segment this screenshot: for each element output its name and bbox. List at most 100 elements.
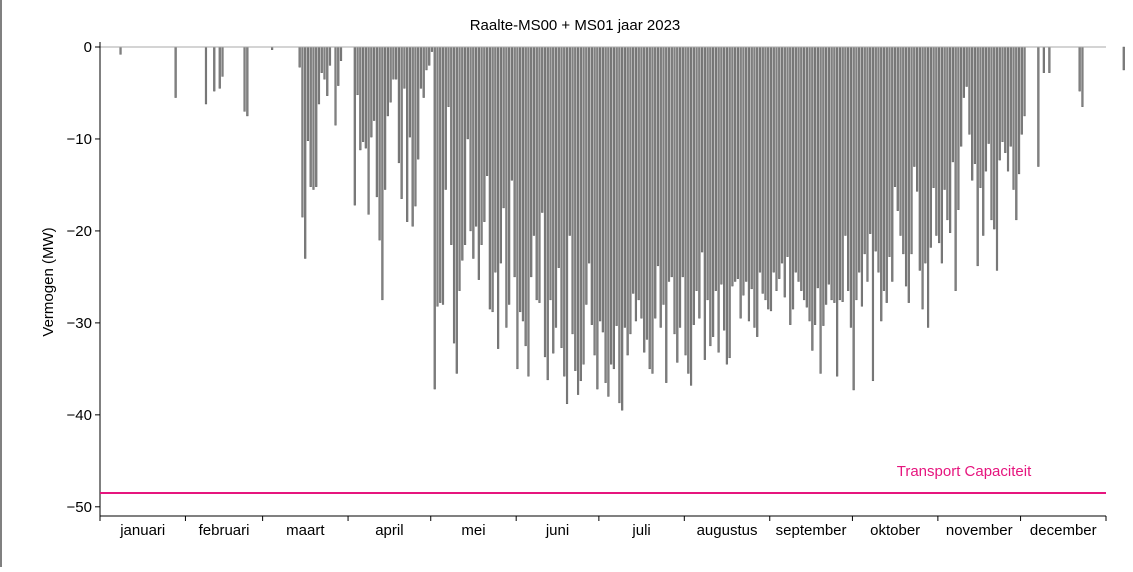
bar-day-265 bbox=[827, 46, 830, 285]
bar-day-280 bbox=[869, 46, 872, 234]
bar-day-223 bbox=[712, 46, 715, 337]
bar-day-202 bbox=[654, 46, 657, 319]
bar-day-184 bbox=[604, 46, 607, 383]
bar-day-117 bbox=[419, 46, 423, 89]
bar-day-45 bbox=[221, 46, 224, 77]
bar-day-77 bbox=[309, 46, 312, 187]
x-tick-label-augustus: augustus bbox=[697, 522, 758, 539]
bar-day-228 bbox=[725, 46, 728, 365]
bar-day-331 bbox=[1009, 46, 1012, 147]
bar-day-194 bbox=[632, 46, 635, 294]
bar-day-357 bbox=[1081, 46, 1084, 107]
bar-day-216 bbox=[692, 46, 695, 325]
bar-day-299 bbox=[921, 46, 924, 310]
bar-day-133 bbox=[463, 46, 467, 245]
bar-day-134 bbox=[466, 46, 469, 140]
bar-day-343 bbox=[1042, 46, 1045, 73]
bar-day-322 bbox=[984, 46, 988, 172]
bar-day-312 bbox=[957, 46, 960, 210]
bar-day-317 bbox=[971, 46, 974, 181]
bar-day-140 bbox=[483, 46, 486, 222]
bar-group bbox=[119, 46, 1125, 411]
bar-day-44 bbox=[218, 46, 221, 89]
bar-day-173 bbox=[574, 46, 577, 371]
bar-day-105 bbox=[386, 46, 389, 117]
bar-day-218 bbox=[698, 46, 701, 319]
bar-day-278 bbox=[863, 46, 866, 255]
bar-day-231 bbox=[734, 46, 737, 282]
bar-day-309 bbox=[949, 46, 952, 233]
bar-day-162 bbox=[543, 46, 547, 358]
bar-day-86 bbox=[334, 46, 337, 126]
bar-day-174 bbox=[576, 46, 580, 395]
bar-day-205 bbox=[662, 46, 665, 305]
bar-day-254 bbox=[797, 46, 800, 282]
bar-day-275 bbox=[855, 46, 858, 301]
bar-day-220 bbox=[703, 46, 706, 360]
bar-day-151 bbox=[513, 46, 516, 278]
bar-day-225 bbox=[717, 46, 720, 353]
bar-day-221 bbox=[706, 46, 709, 301]
bar-day-244 bbox=[769, 46, 773, 312]
bar-day-197 bbox=[640, 46, 643, 319]
bar-day-311 bbox=[954, 46, 957, 291]
bar-day-208 bbox=[670, 46, 673, 278]
bar-day-139 bbox=[480, 46, 483, 245]
bar-day-271 bbox=[844, 46, 847, 236]
bar-day-303 bbox=[932, 46, 935, 188]
bar-day-304 bbox=[935, 46, 938, 236]
bar-day-144 bbox=[494, 46, 497, 273]
bar-day-201 bbox=[651, 46, 654, 374]
bar-day-180 bbox=[593, 46, 596, 356]
bar-day-323 bbox=[987, 46, 990, 144]
bar-day-154 bbox=[521, 46, 525, 322]
bar-day-292 bbox=[902, 46, 905, 255]
bar-day-83 bbox=[326, 46, 329, 96]
bar-day-310 bbox=[951, 46, 954, 163]
bar-day-212 bbox=[681, 46, 684, 278]
bar-day-114 bbox=[411, 46, 414, 227]
x-tick-label-januari: januari bbox=[119, 522, 165, 539]
bar-day-167 bbox=[557, 46, 560, 268]
bar-day-186 bbox=[610, 46, 613, 365]
x-tick-label-oktober: oktober bbox=[870, 522, 920, 539]
bar-day-325 bbox=[993, 46, 996, 230]
bar-day-272 bbox=[847, 46, 850, 291]
bar-day-100 bbox=[373, 46, 376, 121]
bar-day-113 bbox=[408, 46, 411, 138]
bar-day-372 bbox=[1122, 46, 1125, 71]
bar-day-142 bbox=[488, 46, 491, 310]
bar-day-94 bbox=[356, 46, 359, 96]
bar-day-288 bbox=[891, 46, 894, 282]
bar-day-214 bbox=[687, 46, 690, 374]
bar-day-356 bbox=[1078, 46, 1081, 92]
bar-day-305 bbox=[938, 46, 941, 244]
bar-day-264 bbox=[825, 46, 828, 305]
bar-day-126 bbox=[444, 46, 447, 190]
bar-day-75 bbox=[304, 46, 307, 259]
bar-day-283 bbox=[877, 46, 880, 273]
bar-day-332 bbox=[1012, 46, 1015, 190]
bar-day-252 bbox=[791, 46, 795, 310]
bar-day-219 bbox=[701, 46, 704, 253]
bar-day-267 bbox=[833, 46, 836, 303]
bar-day-79 bbox=[315, 46, 318, 187]
bar-day-236 bbox=[747, 46, 751, 322]
bar-day-178 bbox=[588, 46, 591, 264]
bar-day-189 bbox=[618, 46, 621, 404]
bar-day-249 bbox=[783, 46, 786, 298]
bar-day-185 bbox=[607, 46, 610, 397]
bar-day-145 bbox=[497, 46, 500, 349]
bar-day-248 bbox=[780, 46, 784, 264]
bar-day-270 bbox=[841, 46, 844, 302]
bar-day-176 bbox=[582, 46, 585, 365]
bar-day-209 bbox=[673, 46, 676, 335]
bar-day-298 bbox=[918, 46, 921, 271]
bar-day-330 bbox=[1006, 46, 1010, 172]
bar-day-293 bbox=[904, 46, 908, 287]
bar-day-229 bbox=[728, 46, 731, 359]
bar-day-294 bbox=[907, 46, 910, 303]
bar-day-193 bbox=[629, 46, 632, 335]
bar-day-159 bbox=[535, 46, 538, 301]
